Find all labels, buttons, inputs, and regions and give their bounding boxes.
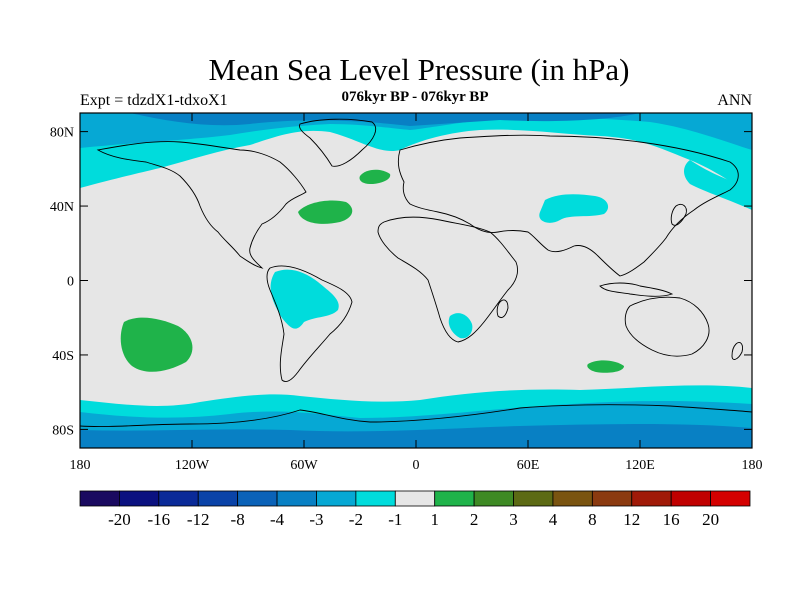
lon-axis: 180 120W 60W 0 60E 120E 180 — [70, 113, 763, 473]
chart-title: Mean Sea Level Pressure (in hPa) — [208, 52, 630, 87]
lat-tick-label: 40N — [50, 200, 74, 215]
experiment-label: Expt = tdzdX1-tdxoX1 — [80, 92, 228, 109]
colorbar-swatch — [394, 490, 436, 507]
colorbar-swatch — [591, 490, 633, 507]
colorbar: -20 -16 -12 -8 -4 -3 -2 -1 1 2 3 4 8 12 16 20 — [79, 490, 751, 529]
colorbar-swatch — [119, 490, 160, 507]
lon-tick-label: 120E — [625, 458, 655, 473]
colorbar-swatch — [670, 490, 711, 507]
lon-tick-label: 180 — [742, 458, 763, 473]
lat-tick-label: 0 — [67, 275, 74, 290]
contour-arctic-negative-deeper — [130, 113, 640, 126]
coastline-indonesia — [599, 282, 674, 297]
colorbar-swatch — [316, 490, 357, 507]
colorbar-swatch — [710, 490, 751, 507]
contour-asia-negative — [539, 194, 609, 223]
contour-greenland-sea-positive — [359, 169, 391, 184]
colorbar-swatch — [513, 490, 554, 507]
contour-spacific-positive — [120, 317, 193, 372]
colorbar-swatch — [552, 490, 593, 507]
coastline-north-america — [96, 141, 307, 269]
lat-tick-label: 40S — [52, 349, 74, 364]
colorbar-swatch — [473, 490, 514, 507]
contour-indian-positive — [587, 360, 624, 373]
contour-safrica-negative — [448, 313, 473, 339]
colorbar-label: 3 — [509, 510, 518, 529]
contour-fills — [80, 113, 752, 448]
colorbar-label: 20 — [702, 510, 719, 529]
lat-tick-label: 80N — [50, 126, 74, 141]
coastline-australia — [624, 296, 710, 357]
colorbar-swatch — [355, 490, 396, 507]
colorbar-label: 8 — [588, 510, 597, 529]
coastline-south-america — [266, 265, 353, 383]
coastline-new-zealand — [731, 341, 743, 360]
colorbar-label: 1 — [430, 510, 439, 529]
period-label: 076kyr BP - 076kyr BP — [341, 89, 489, 105]
colorbar-label: -3 — [309, 510, 323, 529]
coastline-greenland — [299, 118, 376, 167]
colorbar-label: -16 — [147, 510, 170, 529]
lat-tick-label: 80S — [52, 423, 74, 438]
coastlines — [80, 118, 752, 428]
coastline-eurasia — [397, 134, 739, 277]
colorbar-label: -12 — [187, 510, 210, 529]
coastline-africa — [377, 216, 519, 343]
coastline-antarctica — [80, 404, 752, 428]
contour-samerica-negative — [270, 269, 339, 329]
colorbar-label: -8 — [231, 510, 245, 529]
colorbar-label: -20 — [108, 510, 131, 529]
lon-tick-label: 120W — [175, 458, 210, 473]
colorbar-label: 16 — [663, 510, 680, 529]
colorbar-swatch — [237, 490, 278, 507]
colorbar-label: 2 — [470, 510, 479, 529]
lon-tick-label: 0 — [413, 458, 420, 473]
colorbar-label: -4 — [270, 510, 285, 529]
lon-tick-label: 180 — [70, 458, 91, 473]
coastline-madagascar — [496, 299, 509, 319]
colorbar-swatch — [79, 490, 120, 507]
contour-arctic-negative — [80, 113, 752, 195]
colorbar-label: -1 — [388, 510, 402, 529]
lon-tick-label: 60W — [290, 458, 318, 473]
contour-npacific-negative — [684, 160, 752, 210]
contour-natlantic-positive — [298, 200, 353, 224]
lat-axis: 80N 40N 0 40S 80S — [50, 126, 752, 438]
colorbar-swatch — [631, 490, 672, 507]
colorbar-swatch — [434, 490, 475, 507]
lon-tick-label: 60E — [517, 458, 540, 473]
coastline-japan — [670, 203, 687, 226]
colorbar-label: 12 — [623, 510, 640, 529]
colorbar-swatch — [197, 490, 239, 507]
colorbar-label: 4 — [549, 510, 558, 529]
colorbar-swatch — [158, 490, 199, 507]
colorbar-label: -2 — [349, 510, 363, 529]
contour-southern-negative-deeper — [80, 424, 752, 448]
season-label: ANN — [717, 92, 752, 109]
colorbar-swatch — [276, 490, 317, 507]
